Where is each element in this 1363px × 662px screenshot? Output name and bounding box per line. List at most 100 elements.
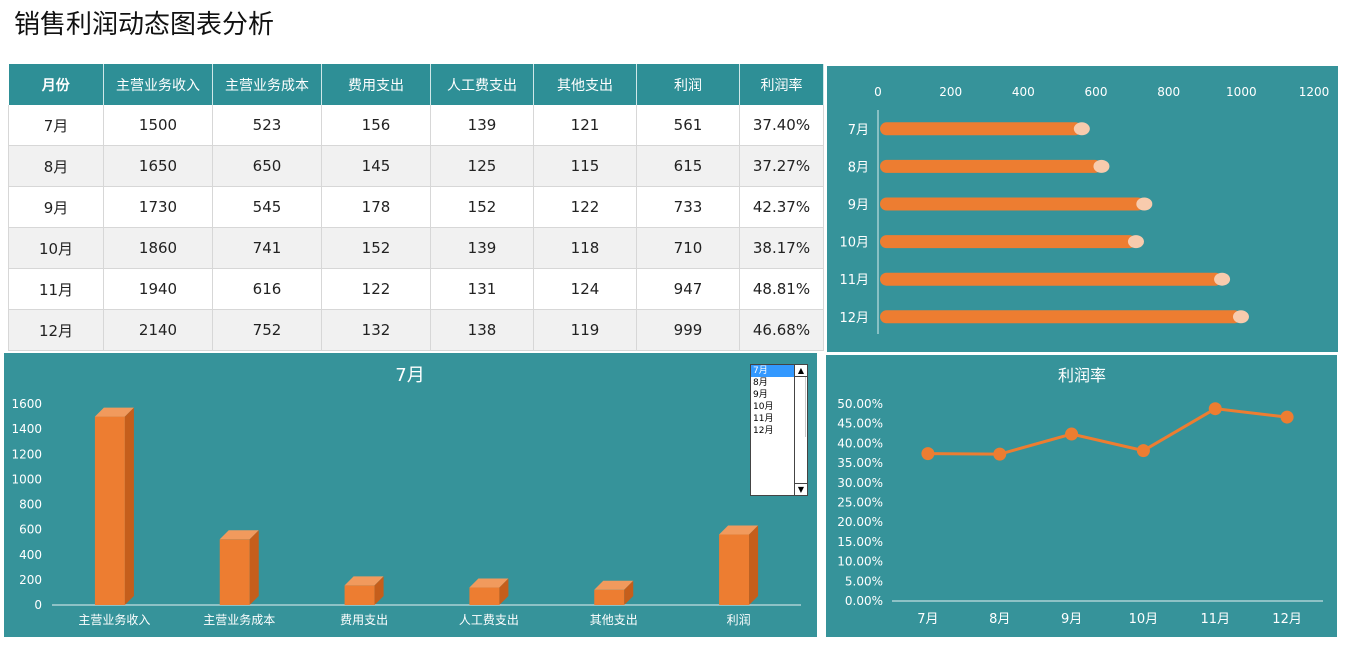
y-tick-label: 1600 (11, 397, 42, 411)
table-row: 8月 1650 650 145 125 115 615 37.27% (8, 145, 824, 187)
table-cell: 1940 (103, 268, 213, 310)
chart-title: 利润率 (1058, 366, 1106, 385)
month-selector-listbox[interactable]: 7月 8月 9月 10月 11月 12月 ▲ ▼ (750, 364, 808, 496)
table-cell: 122 (321, 268, 431, 310)
x-category-label: 费用支出 (340, 613, 388, 627)
table-cell: 545 (212, 186, 322, 228)
bar-end-cap (1136, 197, 1153, 211)
table-cell: 37.40% (739, 105, 824, 146)
table-cell: 48.81% (739, 268, 824, 310)
table-header-row: 月份 主营业务收入 主营业务成本 费用支出 人工费支出 其他支出 利润 利润率 (8, 64, 824, 105)
listbox-scrollbar[interactable]: ▲ ▼ (794, 365, 807, 495)
scroll-down-arrow-icon[interactable]: ▼ (795, 483, 807, 495)
table-cell: 523 (212, 105, 322, 146)
table-cell: 42.37% (739, 186, 824, 228)
table-cell: 139 (430, 105, 534, 146)
chart-title: 7月 (395, 365, 424, 386)
margin-point (1280, 410, 1294, 424)
listbox-option-selected[interactable]: 7月 (751, 365, 795, 377)
x-category-label: 人工费支出 (459, 613, 519, 627)
table-cell: 1650 (103, 145, 213, 187)
profit-bar (880, 310, 1241, 324)
bar-end-cap (1214, 272, 1231, 286)
bar-side (124, 407, 134, 605)
x-tick-label: 0 (874, 85, 882, 99)
table-cell: 156 (321, 105, 431, 146)
col-header-margin: 利润率 (739, 64, 824, 105)
x-category-label: 8月 (989, 612, 1010, 627)
bar-side (624, 580, 634, 605)
table-row: 12月 2140 752 132 138 119 999 46.68% (8, 309, 824, 351)
table-row: 7月 1500 523 156 139 121 561 37.40% (8, 105, 824, 146)
margin-point (993, 447, 1007, 461)
x-tick-label: 1200 (1299, 85, 1330, 99)
table-cell: 1500 (103, 105, 213, 146)
margin-point (1136, 444, 1150, 458)
x-category-label: 12月 (1272, 612, 1302, 627)
bar-top (94, 407, 134, 417)
x-category-label: 主营业务成本 (203, 612, 275, 627)
table-cell: 8月 (8, 145, 104, 187)
y-tick-label: 0.00% (845, 594, 883, 608)
bar-end-cap (1127, 235, 1144, 249)
table-cell: 132 (321, 309, 431, 351)
table-cell: 1730 (103, 186, 213, 228)
table-cell: 616 (212, 268, 322, 310)
scroll-up-arrow-icon[interactable]: ▲ (795, 365, 807, 377)
table-cell: 46.68% (739, 309, 824, 351)
y-tick-label: 30.00% (837, 476, 883, 490)
y-tick-label: 800 (19, 498, 42, 512)
table-cell: 7月 (8, 105, 104, 146)
listbox-option[interactable]: 8月 (753, 378, 768, 388)
x-category-label: 利润 (727, 613, 751, 627)
y-tick-label: 0 (34, 598, 42, 612)
bar-top (469, 578, 509, 588)
profit-table: 月份 主营业务收入 主营业务成本 费用支出 人工费支出 其他支出 利润 利润率 … (8, 64, 824, 351)
y-tick-label: 20.00% (837, 515, 883, 529)
y-tick-label: 10.00% (837, 555, 883, 569)
x-category-label: 其他支出 (590, 613, 638, 627)
table-cell: 733 (636, 186, 740, 228)
bar-front (344, 585, 375, 605)
table-cell: 115 (533, 145, 637, 187)
table-cell: 999 (636, 309, 740, 351)
x-category-label: 10月 (1129, 612, 1159, 627)
x-category-label: 11月 (1200, 612, 1230, 627)
listbox-option[interactable]: 9月 (753, 390, 768, 400)
margin-line-chart-panel: 利润率 0.00% 5.00% 10.00% 15.00% 20.00% 25.00% 30.… (826, 355, 1337, 637)
table-row: 9月 1730 545 178 152 122 733 42.37% (8, 186, 824, 228)
bar-front (594, 589, 625, 605)
bar-side (749, 525, 759, 605)
table-row: 11月 1940 616 122 131 124 947 48.81% (8, 268, 824, 310)
y-tick-label: 600 (19, 523, 42, 537)
table-cell: 615 (636, 145, 740, 187)
month-breakdown-chart: 7月 0 200 400 600 800 1000 1200 1400 1600 主营业务收入 主营业… (11, 365, 801, 627)
profit-bar (880, 122, 1082, 136)
table-cell: 152 (321, 227, 431, 269)
margin-line-chart: 利润率 0.00% 5.00% 10.00% 15.00% 20.00% 25.00% 30.… (837, 366, 1323, 627)
margin-point (921, 447, 935, 461)
table-cell: 2140 (103, 309, 213, 351)
y-tick-label: 5.00% (845, 574, 883, 588)
bar-end-cap (1073, 122, 1090, 136)
table-cell: 741 (212, 227, 322, 269)
x-category-label: 9月 (1061, 612, 1082, 627)
profit-bar (880, 197, 1145, 211)
listbox-option[interactable]: 11月 (753, 414, 774, 424)
scroll-thumb[interactable] (796, 377, 806, 437)
y-tick-label: 25.00% (837, 496, 883, 510)
bar-side (374, 576, 384, 605)
table-cell: 178 (321, 186, 431, 228)
profit-bar (880, 235, 1136, 249)
bar-side (249, 530, 259, 605)
table-cell: 561 (636, 105, 740, 146)
listbox-option[interactable]: 10月 (753, 402, 774, 412)
listbox-option[interactable]: 12月 (753, 426, 774, 436)
profit-bar-chart: 0 200 400 600 800 1000 1200 7月 8月 9月 10月 11月 12月 (839, 85, 1330, 334)
y-tick-label: 45.00% (837, 417, 883, 431)
table-cell: 10月 (8, 227, 104, 269)
table-cell: 752 (212, 309, 322, 351)
table-cell: 145 (321, 145, 431, 187)
table-cell: 152 (430, 186, 534, 228)
bar-end-cap (1232, 310, 1249, 324)
